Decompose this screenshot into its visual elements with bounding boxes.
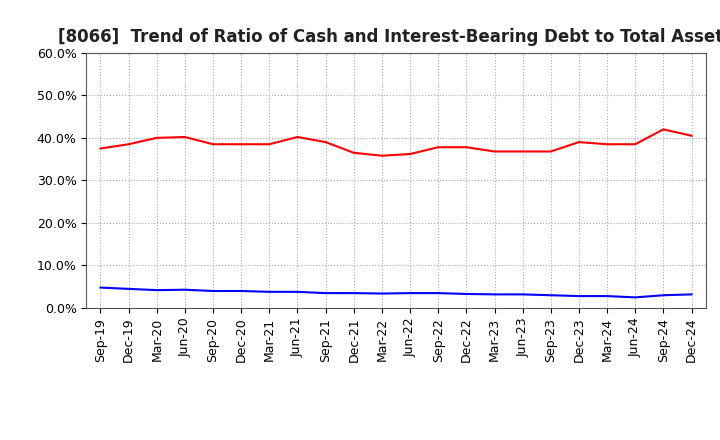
- Interest-Bearing Debt: [293, 289, 302, 294]
- Cash: [96, 146, 105, 151]
- Interest-Bearing Debt: [518, 292, 527, 297]
- Cash: [462, 145, 471, 150]
- Cash: [377, 153, 386, 158]
- Interest-Bearing Debt: [659, 293, 667, 298]
- Interest-Bearing Debt: [349, 290, 358, 296]
- Cash: [293, 134, 302, 139]
- Cash: [631, 142, 639, 147]
- Interest-Bearing Debt: [603, 293, 611, 299]
- Cash: [209, 142, 217, 147]
- Cash: [434, 145, 443, 150]
- Interest-Bearing Debt: [377, 291, 386, 296]
- Cash: [490, 149, 499, 154]
- Cash: [265, 142, 274, 147]
- Cash: [575, 139, 583, 145]
- Interest-Bearing Debt: [237, 288, 246, 293]
- Cash: [181, 134, 189, 139]
- Interest-Bearing Debt: [406, 290, 415, 296]
- Line: Interest-Bearing Debt: Interest-Bearing Debt: [101, 288, 691, 297]
- Line: Cash: Cash: [101, 129, 691, 156]
- Interest-Bearing Debt: [96, 285, 105, 290]
- Interest-Bearing Debt: [125, 286, 133, 291]
- Cash: [659, 127, 667, 132]
- Cash: [687, 133, 696, 138]
- Cash: [603, 142, 611, 147]
- Cash: [406, 151, 415, 157]
- Interest-Bearing Debt: [265, 289, 274, 294]
- Interest-Bearing Debt: [209, 288, 217, 293]
- Cash: [518, 149, 527, 154]
- Cash: [125, 142, 133, 147]
- Interest-Bearing Debt: [462, 291, 471, 297]
- Interest-Bearing Debt: [321, 290, 330, 296]
- Interest-Bearing Debt: [687, 292, 696, 297]
- Interest-Bearing Debt: [181, 287, 189, 292]
- Cash: [321, 139, 330, 145]
- Interest-Bearing Debt: [631, 295, 639, 300]
- Interest-Bearing Debt: [546, 293, 555, 298]
- Cash: [349, 150, 358, 155]
- Interest-Bearing Debt: [434, 290, 443, 296]
- Interest-Bearing Debt: [153, 287, 161, 293]
- Cash: [153, 135, 161, 140]
- Interest-Bearing Debt: [490, 292, 499, 297]
- Interest-Bearing Debt: [575, 293, 583, 299]
- Cash: [546, 149, 555, 154]
- Cash: [237, 142, 246, 147]
- Title: [8066]  Trend of Ratio of Cash and Interest-Bearing Debt to Total Assets: [8066] Trend of Ratio of Cash and Intere…: [58, 28, 720, 46]
